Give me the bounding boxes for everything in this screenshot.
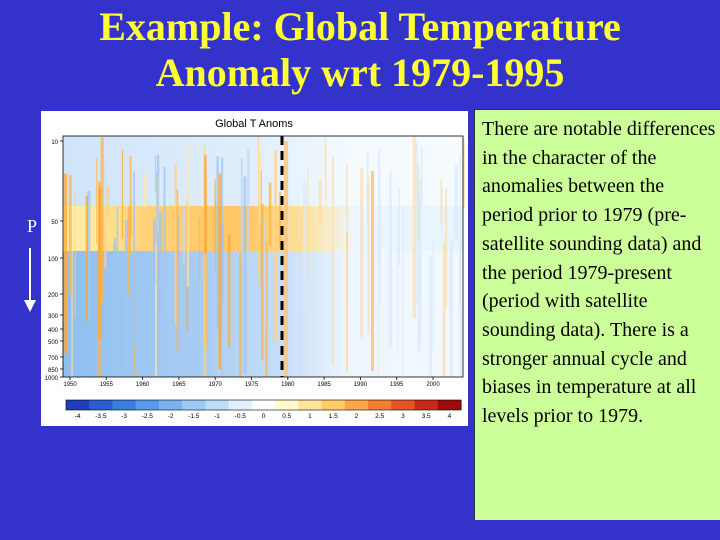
colorbar-tick-label: -4 bbox=[75, 413, 81, 420]
x-tick-label: 1970 bbox=[209, 382, 223, 388]
colorbar-swatch bbox=[437, 400, 462, 410]
y-tick-label: 850 bbox=[48, 368, 59, 374]
description-text: There are notable differences in the cha… bbox=[482, 118, 716, 428]
colorbar-tick-label: 3 bbox=[401, 413, 405, 420]
title-line-1: Example: Global Temperature bbox=[99, 4, 621, 49]
y-tick-label: 700 bbox=[48, 356, 59, 362]
x-tick-label: 2000 bbox=[426, 382, 440, 388]
colorbar-swatch bbox=[368, 400, 392, 410]
x-tick-label: 1960 bbox=[136, 382, 150, 388]
y-tick-label: 10 bbox=[51, 140, 58, 146]
y-tick-label: 400 bbox=[48, 328, 59, 334]
colorbar-swatch bbox=[112, 400, 137, 410]
x-tick-label: 1955 bbox=[100, 382, 114, 388]
colorbar-tick-label: 0.5 bbox=[282, 413, 291, 420]
heatmap-chart: Global T Anoms 1050100200300400500700850… bbox=[45, 118, 465, 420]
anomaly-figure: Global T Anoms 10 50 100 200 300 400 500 700 850… bbox=[41, 111, 468, 426]
x-tick-label: 1990 bbox=[354, 382, 368, 388]
colorbar-tick-label: -3 bbox=[121, 413, 127, 420]
y-tick-label: 50 bbox=[51, 220, 58, 226]
slide-title: Example: Global Temperature Anomaly wrt … bbox=[0, 4, 720, 96]
colorbar-tick-label: -2.5 bbox=[142, 413, 154, 420]
colorbar-tick-label: -0.5 bbox=[235, 413, 247, 420]
colorbar-tick-label: -1 bbox=[214, 413, 220, 420]
chart-title: Global T Anoms bbox=[215, 118, 293, 130]
x-tick-label: 1980 bbox=[281, 382, 295, 388]
x-tick-label: 1995 bbox=[390, 382, 404, 388]
pressure-axis-label: P bbox=[27, 216, 38, 236]
x-axis: 1950 1955 1960 1965 1970 1975 1980 1985 1990 1995… bbox=[63, 377, 440, 388]
description-text-box: There are notable differences in the cha… bbox=[474, 109, 720, 520]
colorbar-swatch bbox=[275, 400, 299, 410]
x-tick-label: 1965 bbox=[172, 382, 186, 388]
colorbar-swatch bbox=[135, 400, 160, 410]
colorbar-tick-label: -3.5 bbox=[95, 413, 107, 420]
colorbar-swatch bbox=[344, 400, 369, 410]
x-tick-label: 1975 bbox=[245, 382, 259, 388]
colorbar-swatch bbox=[89, 400, 113, 410]
colorbar-swatch bbox=[205, 400, 230, 410]
colorbar-tick-label: 1 bbox=[308, 413, 312, 420]
colorbar-tick-label: 3.5 bbox=[422, 413, 431, 420]
colorbar-tick-label: -1.5 bbox=[188, 413, 200, 420]
x-tick-label: 1950 bbox=[63, 382, 77, 388]
y-tick-label: 100 bbox=[48, 257, 59, 263]
colorbar-swatch bbox=[228, 400, 253, 410]
colorbar-tick-label: 2 bbox=[355, 413, 359, 420]
colorbar-tick-label: -2 bbox=[168, 413, 174, 420]
colorbar-swatch bbox=[414, 400, 439, 410]
colorbar-swatch bbox=[321, 400, 346, 410]
colorbar-tick-label: 4 bbox=[448, 413, 452, 420]
x-tick-label: 1985 bbox=[317, 382, 331, 388]
y-tick-label: 500 bbox=[48, 340, 59, 346]
colorbar: -4 -3.5 -3 -2.5 -2 -1.5 -1 -0.5 0 0.5 1 1.5 2 2.5 3 3.5… bbox=[65, 399, 462, 420]
colorbar-swatch bbox=[182, 400, 206, 410]
down-arrow-icon bbox=[24, 248, 36, 312]
colorbar-swatch bbox=[158, 400, 183, 410]
colorbar-tick-label: 0 bbox=[262, 413, 266, 420]
colorbar-swatch bbox=[298, 400, 323, 410]
colorbar-swatch bbox=[391, 400, 416, 410]
colorbar-tick-label: 2.5 bbox=[375, 413, 384, 420]
colorbar-swatch bbox=[66, 400, 90, 410]
y-tick-label: 1000 bbox=[45, 376, 59, 382]
y-axis: 10 50 100 200 300 400 500 700 850 1000 bbox=[45, 140, 63, 382]
anomaly-streaks bbox=[63, 136, 465, 377]
colorbar-swatch bbox=[251, 400, 276, 410]
y-tick-label: 300 bbox=[48, 314, 59, 320]
colorbar-tick-label: 1.5 bbox=[329, 413, 338, 420]
title-line-2: Anomaly wrt 1979-1995 bbox=[155, 50, 565, 95]
y-tick-label: 200 bbox=[48, 293, 59, 299]
